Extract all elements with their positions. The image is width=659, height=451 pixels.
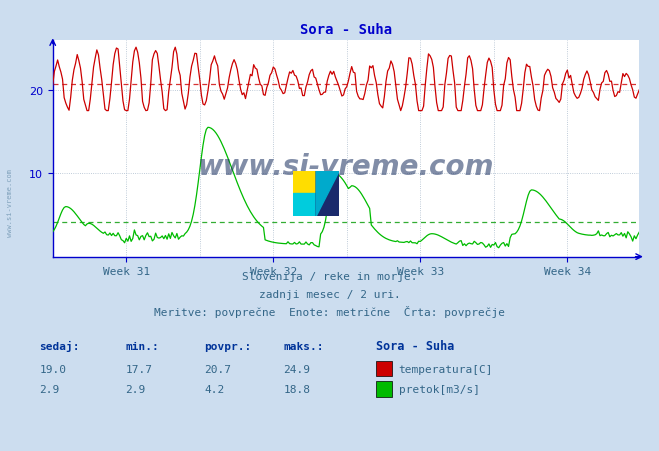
Polygon shape [293, 194, 316, 216]
Text: 2.9: 2.9 [40, 384, 60, 394]
Text: Sora - Suha: Sora - Suha [376, 340, 454, 353]
Text: www.si-vreme.com: www.si-vreme.com [7, 169, 13, 237]
Text: Slovenija / reke in morje.: Slovenija / reke in morje. [242, 272, 417, 281]
Text: 17.7: 17.7 [125, 364, 152, 374]
Text: zadnji mesec / 2 uri.: zadnji mesec / 2 uri. [258, 290, 401, 299]
Text: maks.:: maks.: [283, 341, 324, 351]
Polygon shape [316, 171, 339, 216]
Text: 18.8: 18.8 [283, 384, 310, 394]
Text: www.si-vreme.com: www.si-vreme.com [198, 152, 494, 180]
Text: povpr.:: povpr.: [204, 341, 252, 351]
Text: 19.0: 19.0 [40, 364, 67, 374]
Text: 20.7: 20.7 [204, 364, 231, 374]
Text: Meritve: povprečne  Enote: metrične  Črta: povprečje: Meritve: povprečne Enote: metrične Črta:… [154, 306, 505, 318]
Text: min.:: min.: [125, 341, 159, 351]
Title: Sora - Suha: Sora - Suha [300, 23, 392, 37]
Polygon shape [293, 171, 316, 194]
Text: 2.9: 2.9 [125, 384, 146, 394]
Polygon shape [316, 171, 339, 216]
Text: pretok[m3/s]: pretok[m3/s] [399, 384, 480, 394]
Text: 4.2: 4.2 [204, 384, 225, 394]
Text: sedaj:: sedaj: [40, 341, 80, 351]
Text: 24.9: 24.9 [283, 364, 310, 374]
Text: temperatura[C]: temperatura[C] [399, 364, 493, 374]
Polygon shape [316, 171, 339, 216]
